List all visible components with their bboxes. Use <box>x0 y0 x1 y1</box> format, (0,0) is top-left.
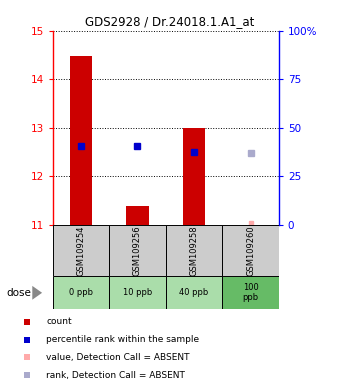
Text: rank, Detection Call = ABSENT: rank, Detection Call = ABSENT <box>46 371 185 380</box>
Text: value, Detection Call = ABSENT: value, Detection Call = ABSENT <box>46 353 190 362</box>
Bar <box>222 276 279 309</box>
Bar <box>53 276 109 309</box>
Text: 100
ppb: 100 ppb <box>242 283 259 303</box>
Text: 10 ppb: 10 ppb <box>123 288 152 297</box>
Bar <box>126 206 149 225</box>
Text: GSM109258: GSM109258 <box>189 225 199 276</box>
Bar <box>222 225 279 276</box>
Text: GSM109254: GSM109254 <box>76 225 85 276</box>
Bar <box>166 225 222 276</box>
Text: GSM109260: GSM109260 <box>246 225 255 276</box>
Text: percentile rank within the sample: percentile rank within the sample <box>46 335 199 344</box>
Text: GSM109256: GSM109256 <box>133 225 142 276</box>
Text: GDS2928 / Dr.24018.1.A1_at: GDS2928 / Dr.24018.1.A1_at <box>85 15 255 28</box>
Bar <box>166 276 222 309</box>
Text: count: count <box>46 317 72 326</box>
Bar <box>70 56 92 225</box>
Bar <box>53 225 109 276</box>
Bar <box>109 225 166 276</box>
Text: 0 ppb: 0 ppb <box>69 288 93 297</box>
Bar <box>183 128 205 225</box>
Text: dose: dose <box>7 288 32 298</box>
Bar <box>109 276 166 309</box>
Text: 40 ppb: 40 ppb <box>180 288 209 297</box>
